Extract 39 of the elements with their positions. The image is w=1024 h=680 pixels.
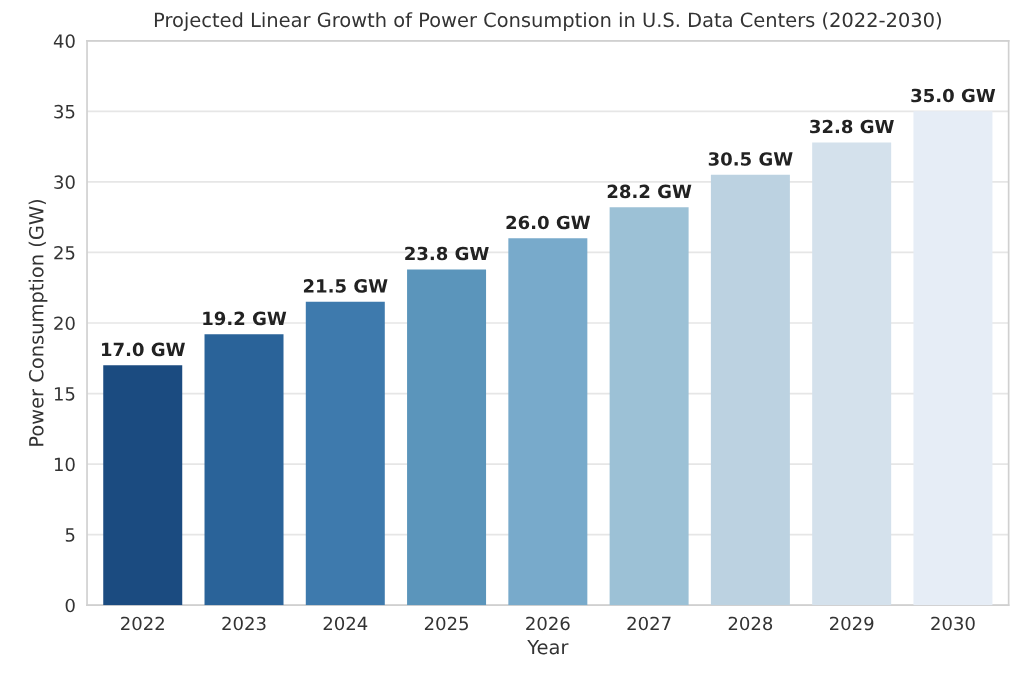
x-tick-label: 2028 <box>728 616 773 631</box>
bar <box>812 142 892 606</box>
x-tick-label: 2026 <box>526 616 570 631</box>
y-tick-label: 40 <box>53 34 75 48</box>
x-tick-label: 2025 <box>424 616 468 631</box>
data-label: 30.5 GW <box>708 152 793 166</box>
x-tick-label: 2023 <box>222 616 266 631</box>
bar <box>913 111 993 606</box>
chart-title: Projected Linear Growth of Power Consumption in U.S. Data Centers (2022-2030) <box>154 12 941 31</box>
x-tick-label: 2030 <box>931 616 975 631</box>
y-tick-label: 15 <box>54 387 75 401</box>
bar <box>609 207 689 606</box>
bar <box>305 301 385 606</box>
y-tick-label: 35 <box>54 104 75 119</box>
data-label: 23.8 GW <box>405 246 489 261</box>
y-tick-label: 20 <box>54 316 75 331</box>
bar <box>103 365 183 606</box>
y-tick-label: 25 <box>54 245 75 260</box>
data-label: 26.0 GW <box>506 215 591 230</box>
data-label: 19.2 GW <box>203 311 287 326</box>
y-tick-label: 5 <box>65 528 75 542</box>
y-tick-label: 30 <box>54 175 75 190</box>
bar <box>204 334 284 606</box>
bar <box>710 174 790 606</box>
x-tick-label: 2022 <box>121 616 164 631</box>
data-label: 35.0 GW <box>911 88 996 103</box>
bar <box>508 238 588 606</box>
x-tick-label: 2024 <box>323 616 368 631</box>
data-label: 32.8 GW <box>810 119 894 134</box>
y-tick-label: 10 <box>54 457 75 472</box>
x-tick-label: 2027 <box>627 616 671 631</box>
x-tick-label: 2029 <box>830 616 874 631</box>
data-label: 17.0 GW <box>101 342 185 357</box>
y-tick-label: 0 <box>65 598 75 613</box>
y-axis-title: Power Consumption (GW) <box>28 199 48 446</box>
data-label: 21.5 GW <box>303 279 388 293</box>
x-axis-title: Year <box>527 639 569 655</box>
bar <box>407 269 487 606</box>
data-label: 28.2 GW <box>607 184 692 199</box>
